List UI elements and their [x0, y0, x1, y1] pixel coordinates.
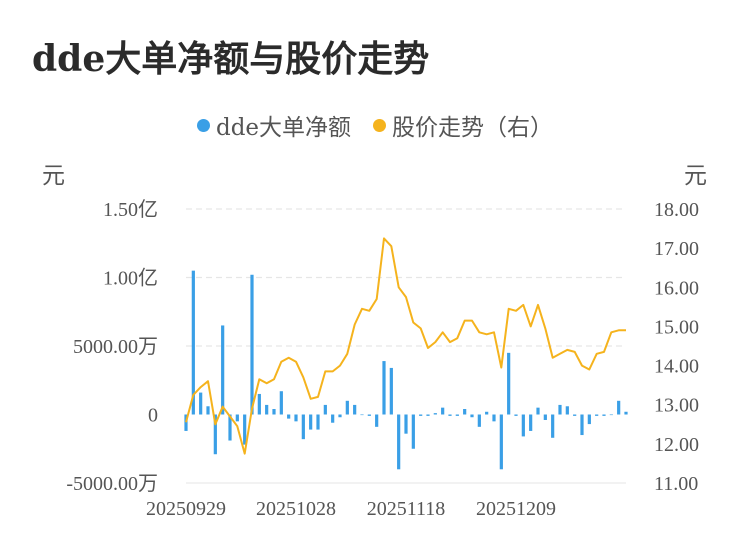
bar: [507, 352, 511, 415]
bar: [470, 414, 474, 418]
bar: [411, 414, 415, 449]
bar: [235, 414, 239, 422]
bar: [360, 414, 364, 416]
x-tick-label: 20250929: [146, 498, 226, 520]
bar: [250, 274, 254, 415]
legend-label-price: 股价走势（右）: [392, 115, 554, 141]
y-right-tick-label: 16.00: [654, 277, 699, 299]
legend-marker-bar: [196, 118, 210, 132]
bar: [609, 414, 613, 416]
y-right-tick-label: 18.00: [654, 199, 699, 221]
bar: [272, 409, 276, 415]
bar: [536, 407, 540, 415]
bar: [338, 414, 342, 418]
bar: [397, 414, 401, 470]
bar: [433, 413, 437, 415]
bar: [551, 414, 555, 438]
bar: [389, 367, 393, 415]
bar: [243, 414, 247, 445]
bar: [492, 414, 496, 422]
bar: [199, 392, 203, 415]
bar: [345, 400, 349, 415]
bar: [279, 391, 283, 415]
y-right-tick-label: 12.00: [654, 434, 699, 456]
bar: [419, 414, 423, 416]
bar: [287, 414, 291, 419]
bar: [221, 325, 225, 415]
bar: [353, 404, 357, 415]
y-left-tick-label: 0: [148, 405, 158, 427]
legend-marker-line: [373, 118, 387, 132]
bar: [331, 414, 335, 423]
y-left-tick-label: 1.50亿: [103, 198, 158, 221]
bar: [455, 414, 459, 416]
legend-item-dde[interactable]: dde大单净额: [196, 108, 352, 142]
bar: [404, 414, 408, 434]
y-right-tick-label: 11.00: [654, 473, 698, 495]
bar: [558, 404, 562, 415]
bar: [382, 361, 386, 415]
bar: [477, 414, 481, 427]
bar: [617, 400, 621, 415]
bar: [573, 414, 577, 416]
y-left-tick-label: 5000.00万: [73, 336, 158, 358]
bar: [257, 393, 261, 415]
bar: [316, 414, 320, 430]
bar: [206, 406, 210, 415]
legend-label-dde: dde大单净额: [215, 115, 352, 141]
y-left-tick-label: 1.00亿: [103, 267, 158, 290]
bar: [463, 409, 467, 415]
bar: [367, 414, 371, 416]
bar: [184, 414, 188, 431]
price-line: [185, 237, 626, 455]
bar: [595, 414, 599, 416]
x-tick-label: 20251028: [256, 498, 336, 520]
legend: dde大单净额 股价走势（右）: [0, 108, 750, 142]
bar: [309, 414, 313, 430]
bar: [543, 414, 547, 420]
y-left-tick-label: -5000.00万: [66, 473, 158, 495]
legend-item-price[interactable]: 股价走势（右）: [373, 108, 553, 142]
bar: [521, 414, 525, 437]
bar: [485, 411, 489, 415]
bar: [499, 414, 503, 470]
bar: [580, 414, 584, 436]
bar: [375, 414, 379, 427]
y-right-tick-label: 17.00: [654, 238, 699, 260]
bar: [294, 414, 298, 422]
bar: [624, 411, 628, 415]
bar: [587, 414, 591, 425]
bar: [602, 414, 606, 416]
bar: [448, 414, 452, 416]
y-right-tick-label: 14.00: [654, 356, 699, 378]
bar: [191, 270, 195, 415]
right-axis-unit: 元: [684, 163, 707, 189]
bar: [213, 414, 217, 455]
y-right-tick-label: 15.00: [654, 316, 699, 338]
bar: [426, 414, 430, 416]
bar: [529, 414, 533, 431]
y-right-tick-label: 13.00: [654, 395, 699, 417]
x-tick-label: 20251209: [476, 498, 556, 520]
chart-title: dde大单净额与股价走势: [32, 38, 430, 80]
bar: [301, 414, 305, 440]
bar: [514, 414, 518, 416]
bar: [265, 404, 269, 415]
left-axis-unit: 元: [42, 163, 65, 189]
x-tick-label: 20251118: [367, 498, 446, 520]
bar: [323, 404, 327, 415]
bar: [565, 406, 569, 415]
bar: [441, 407, 445, 415]
bar: [228, 414, 232, 441]
